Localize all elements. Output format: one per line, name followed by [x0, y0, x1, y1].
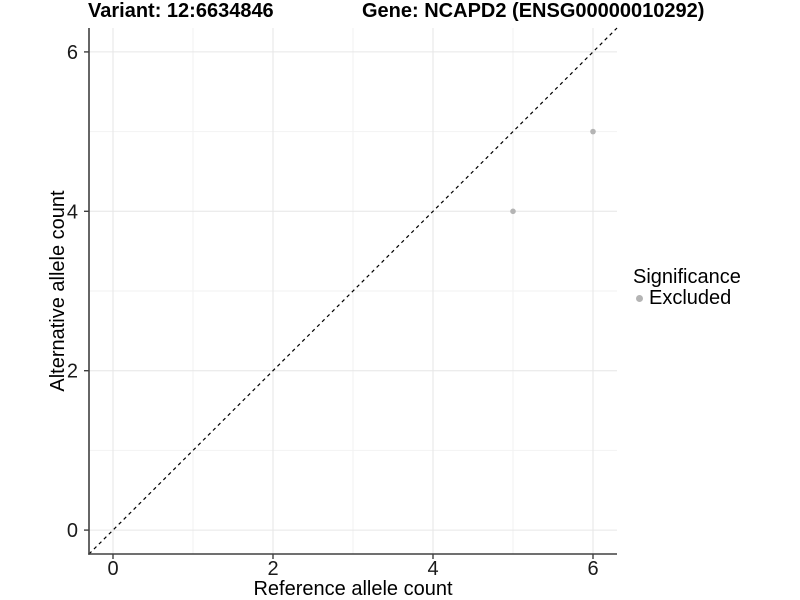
- plot-title-gene: Gene: NCAPD2 (ENSG00000010292): [362, 0, 705, 22]
- x-tick-label: 0: [107, 558, 118, 580]
- x-tick-label: 2: [267, 558, 278, 580]
- x-tick-label: 6: [587, 558, 598, 580]
- legend-point-icon: [636, 295, 643, 302]
- x-tick-label: 4: [427, 558, 438, 580]
- y-axis-title: Alternative allele count: [47, 190, 69, 392]
- legend-item-label: Excluded: [649, 287, 732, 309]
- data-point: [510, 208, 516, 215]
- y-tick-label: 2: [67, 361, 78, 383]
- legend-title: Significance: [633, 266, 741, 288]
- y-tick-label: 6: [67, 42, 78, 64]
- y-tick-label: 0: [67, 520, 78, 542]
- x-axis-title: Reference allele count: [253, 578, 453, 600]
- plot-title-variant: Variant: 12:6634846: [88, 0, 274, 22]
- legend-item-excluded: Excluded: [633, 288, 741, 309]
- identity-dashed-line: [88, 27, 618, 555]
- y-tick-label: 4: [67, 201, 78, 223]
- data-point: [590, 128, 596, 135]
- legend: Significance Excluded: [633, 267, 741, 309]
